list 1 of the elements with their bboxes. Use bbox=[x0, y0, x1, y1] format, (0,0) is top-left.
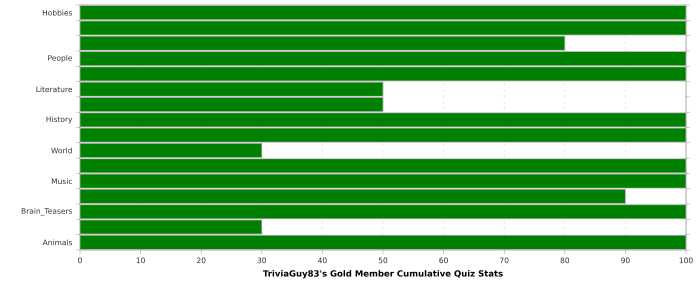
text: TriviaGuy83's Gold Member Cumulative Quiz Stats bbox=[262, 270, 503, 278]
